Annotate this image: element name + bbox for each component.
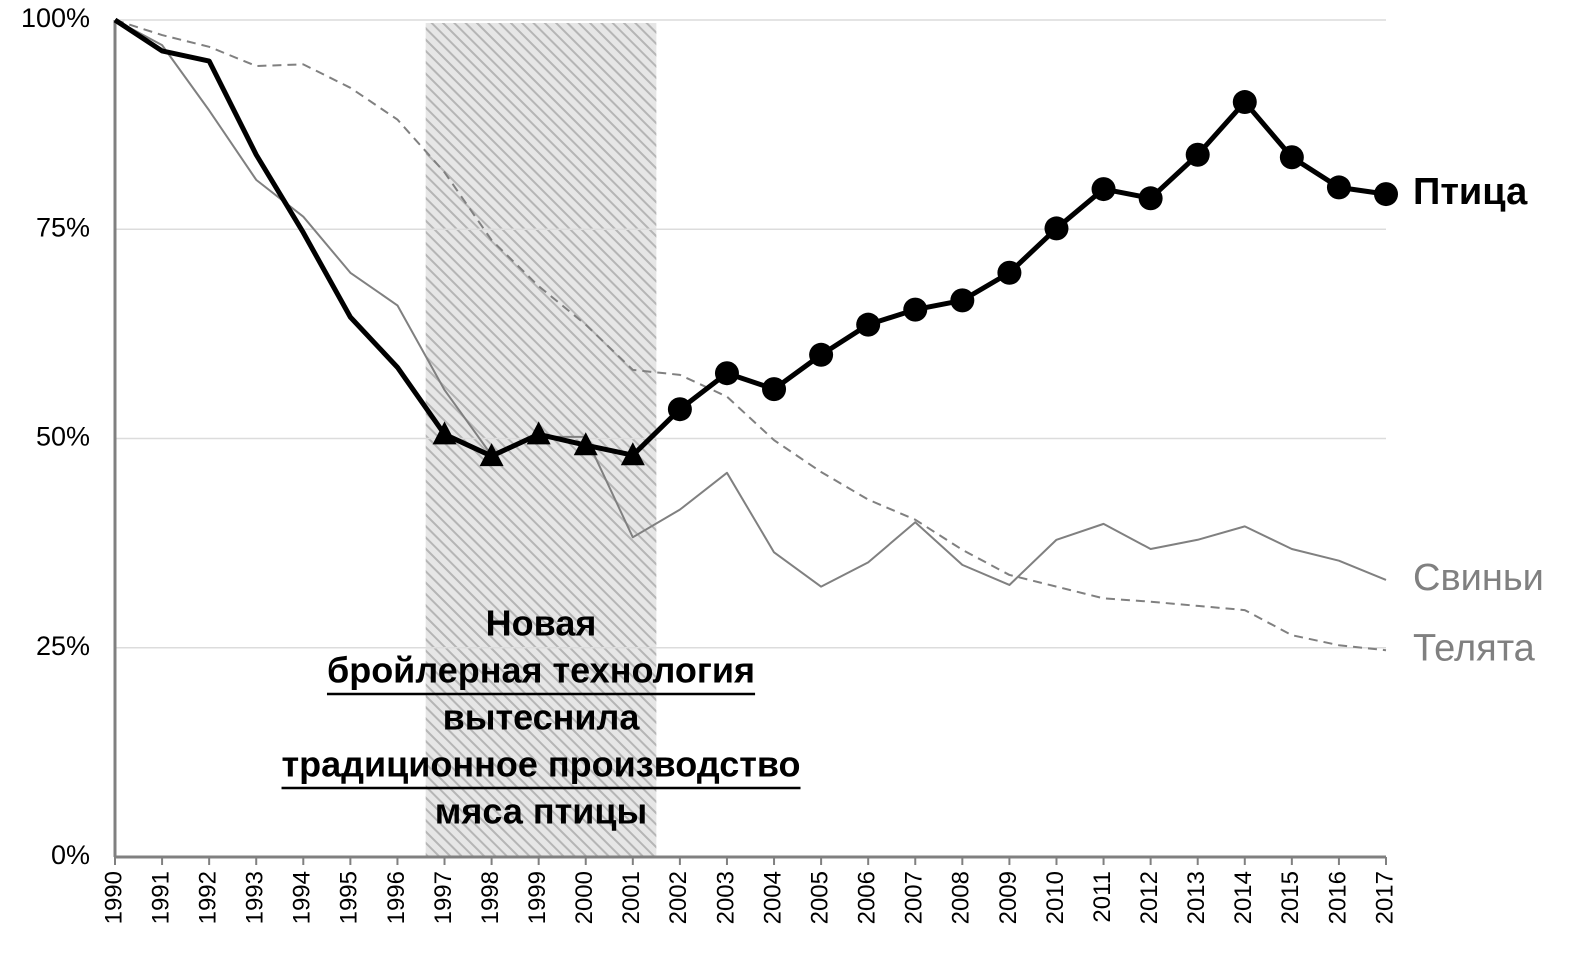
point xyxy=(997,260,1022,285)
x-tick-label: 1996 xyxy=(383,871,410,924)
annotation-line: вытеснила xyxy=(443,697,641,738)
x-tick-label: 2014 xyxy=(1230,871,1257,924)
x-tick-label: 1990 xyxy=(100,871,127,924)
x-tick-label: 1991 xyxy=(147,871,174,924)
point xyxy=(809,342,834,367)
x-tick-label: 2004 xyxy=(759,871,786,924)
x-tick-label: 2000 xyxy=(571,871,598,924)
x-tick-label: 1992 xyxy=(194,871,221,924)
x-tick-label: 2015 xyxy=(1277,871,1304,924)
point xyxy=(432,421,457,445)
point xyxy=(526,421,551,445)
y-tick-label: 25% xyxy=(36,631,90,661)
x-tick-label: 2017 xyxy=(1371,871,1398,924)
x-tick-label: 2013 xyxy=(1183,871,1210,924)
point xyxy=(714,361,739,386)
x-tick-label: 1994 xyxy=(289,871,316,924)
point xyxy=(903,297,928,322)
annotation-line: Новая xyxy=(486,603,597,644)
series-line xyxy=(114,19,1387,588)
y-tick-label: 0% xyxy=(51,840,90,870)
point xyxy=(1044,216,1069,241)
x-tick-label: 2011 xyxy=(1089,871,1116,923)
point xyxy=(667,397,692,422)
point xyxy=(573,432,598,456)
point xyxy=(1138,186,1163,211)
y-tick-label: 75% xyxy=(36,212,90,242)
point xyxy=(479,443,504,467)
x-tick-label: 2008 xyxy=(948,871,975,924)
x-tick-label: 2007 xyxy=(901,871,928,924)
x-tick-label: 1998 xyxy=(477,871,504,924)
x-tick-label: 2012 xyxy=(1136,871,1163,924)
point xyxy=(620,442,645,466)
x-tick-label: 1999 xyxy=(524,871,551,924)
point xyxy=(1091,177,1116,202)
annotation-line: бройлерная технология xyxy=(327,650,755,691)
x-tick-label: 1997 xyxy=(430,871,457,924)
x-tick-label: 1995 xyxy=(336,871,363,924)
x-tick-label: 2001 xyxy=(618,871,645,924)
x-tick-label: 2010 xyxy=(1042,871,1069,924)
series-label: Птица xyxy=(1413,171,1528,213)
x-tick-label: 1993 xyxy=(242,871,269,924)
series-line xyxy=(114,19,1387,652)
x-tick-label: 2006 xyxy=(854,871,881,924)
annotation-line: мяса птицы xyxy=(435,791,648,832)
y-tick-label: 100% xyxy=(21,3,90,33)
series-line xyxy=(113,17,1387,459)
x-tick-label: 2002 xyxy=(665,871,692,924)
point xyxy=(1279,145,1304,170)
y-tick-label: 50% xyxy=(36,422,90,452)
point xyxy=(762,377,787,402)
point xyxy=(950,288,975,313)
annotation-line: традиционное производство xyxy=(282,744,801,785)
x-tick-label: 2016 xyxy=(1324,871,1351,924)
series-label: Свиньи xyxy=(1413,557,1544,599)
x-tick-label: 2005 xyxy=(806,871,833,924)
point xyxy=(1374,182,1398,207)
x-tick-label: 2003 xyxy=(712,871,739,924)
point xyxy=(856,312,881,337)
x-tick-label: 2009 xyxy=(995,871,1022,924)
series-label: Телята xyxy=(1413,627,1536,669)
point xyxy=(1232,90,1257,115)
point xyxy=(1326,175,1351,200)
point xyxy=(1185,142,1210,167)
